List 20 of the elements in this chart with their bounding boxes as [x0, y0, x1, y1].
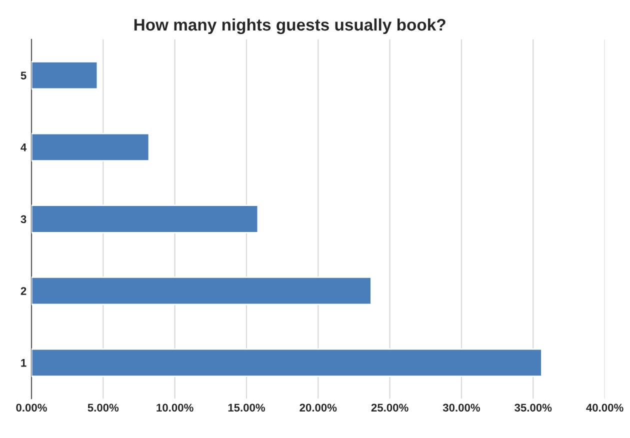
y-tick-label: 1 — [21, 359, 26, 367]
y-tick-label: 5 — [20, 72, 26, 80]
y-tick-label: 3 — [20, 215, 26, 224]
y-tick-label: 4 — [20, 144, 27, 152]
x-tick-label: 5.00% — [88, 404, 119, 412]
bar — [32, 276, 372, 306]
x-tick-label: 40.00% — [586, 404, 624, 412]
x-tick-label: 25.00% — [371, 404, 408, 412]
y-tick-label: 2 — [20, 287, 26, 295]
bar — [32, 348, 542, 378]
bar — [32, 132, 150, 162]
bar — [32, 204, 259, 234]
chart-title: How many nights guests usually book? — [134, 18, 446, 34]
x-tick-label: 0.00% — [16, 404, 47, 412]
x-tick-label: 20.00% — [300, 404, 337, 412]
bar — [32, 60, 98, 90]
x-tick-label: 35.00% — [514, 404, 552, 412]
x-tick-label: 15.00% — [228, 404, 266, 412]
x-tick-label: 10.00% — [156, 404, 194, 412]
x-tick-label: 30.00% — [442, 404, 480, 412]
